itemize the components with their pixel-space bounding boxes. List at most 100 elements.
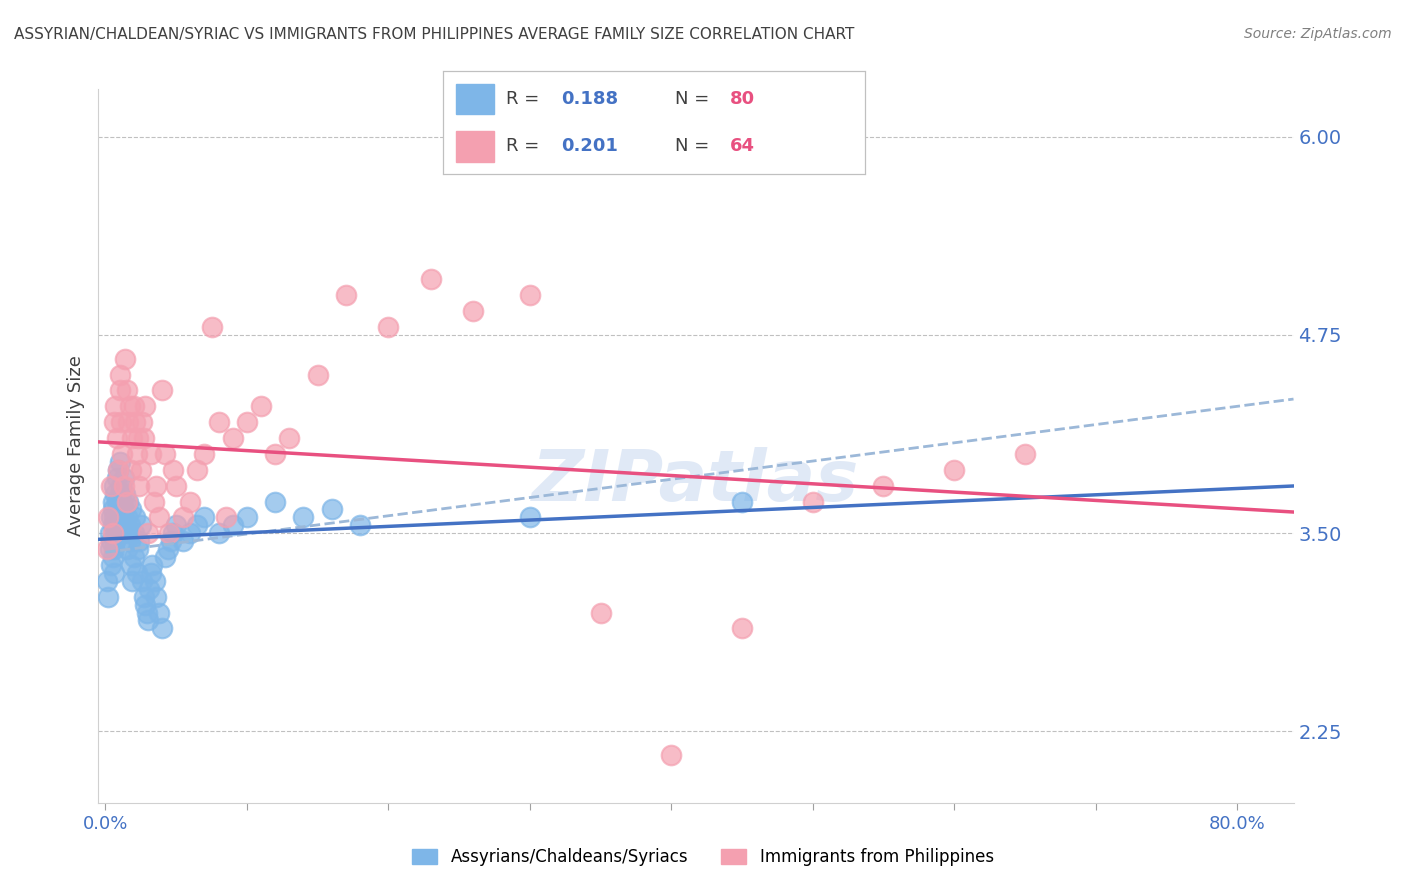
Point bbox=[108, 486, 131, 500]
Point bbox=[139, 447, 162, 461]
Point bbox=[186, 463, 208, 477]
Text: 0.188: 0.188 bbox=[561, 90, 619, 108]
Point bbox=[124, 510, 146, 524]
Point bbox=[157, 526, 180, 541]
Point bbox=[118, 534, 141, 549]
Point bbox=[162, 463, 184, 477]
Point bbox=[124, 415, 146, 429]
Point bbox=[103, 478, 125, 492]
Point bbox=[104, 400, 127, 414]
Point bbox=[108, 368, 131, 382]
Text: 64: 64 bbox=[730, 137, 755, 155]
Point bbox=[264, 447, 287, 461]
Text: 0.201: 0.201 bbox=[561, 137, 617, 155]
Point bbox=[172, 510, 194, 524]
Point bbox=[141, 558, 163, 572]
Point bbox=[127, 431, 149, 445]
Point bbox=[165, 478, 187, 492]
Point bbox=[292, 510, 315, 524]
Point bbox=[215, 510, 238, 524]
Point bbox=[97, 510, 120, 524]
Point bbox=[278, 431, 301, 445]
Point bbox=[129, 518, 152, 533]
Point bbox=[115, 510, 138, 524]
Point bbox=[101, 494, 124, 508]
Point bbox=[179, 526, 201, 541]
Point bbox=[98, 526, 121, 541]
Point bbox=[111, 447, 134, 461]
Point bbox=[131, 574, 153, 588]
Text: Source: ZipAtlas.com: Source: ZipAtlas.com bbox=[1244, 27, 1392, 41]
Point bbox=[115, 542, 138, 557]
Point bbox=[193, 447, 215, 461]
FancyBboxPatch shape bbox=[456, 131, 494, 161]
Point bbox=[110, 415, 132, 429]
Point bbox=[153, 549, 176, 564]
Text: R =: R = bbox=[506, 137, 546, 155]
Point bbox=[108, 455, 131, 469]
Point bbox=[122, 526, 145, 541]
Point bbox=[100, 558, 122, 572]
Text: N =: N = bbox=[675, 90, 714, 108]
Point bbox=[150, 384, 173, 398]
Point bbox=[131, 415, 153, 429]
Point bbox=[100, 478, 122, 492]
Text: ZIPatlas: ZIPatlas bbox=[533, 447, 859, 516]
Point bbox=[128, 478, 150, 492]
Point bbox=[1014, 447, 1036, 461]
Point bbox=[105, 494, 128, 508]
Text: 80: 80 bbox=[730, 90, 755, 108]
Legend: Assyrians/Chaldeans/Syriacs, Immigrants from Philippines: Assyrians/Chaldeans/Syriacs, Immigrants … bbox=[404, 840, 1002, 875]
Point bbox=[114, 518, 136, 533]
Point bbox=[110, 478, 132, 492]
Point bbox=[125, 447, 148, 461]
Point bbox=[100, 510, 122, 524]
Point bbox=[150, 621, 173, 635]
Point bbox=[156, 542, 179, 557]
Point bbox=[103, 510, 125, 524]
Point bbox=[134, 400, 156, 414]
Point bbox=[136, 526, 159, 541]
Point bbox=[519, 510, 541, 524]
Point bbox=[104, 518, 127, 533]
Point bbox=[172, 534, 194, 549]
Point bbox=[107, 463, 129, 477]
Point bbox=[108, 518, 131, 533]
Point bbox=[101, 502, 124, 516]
Point bbox=[105, 431, 128, 445]
Point bbox=[222, 431, 245, 445]
Point bbox=[112, 478, 135, 492]
Point bbox=[100, 534, 122, 549]
Point bbox=[377, 320, 399, 334]
Point bbox=[145, 478, 167, 492]
Point bbox=[463, 304, 485, 318]
Point bbox=[118, 518, 141, 533]
Point bbox=[236, 510, 259, 524]
Point bbox=[321, 502, 343, 516]
Point bbox=[103, 542, 125, 557]
Point bbox=[111, 494, 134, 508]
Point bbox=[105, 471, 128, 485]
Point bbox=[120, 558, 142, 572]
Point bbox=[114, 486, 136, 500]
Point bbox=[105, 526, 128, 541]
Point bbox=[118, 400, 141, 414]
Point bbox=[222, 518, 245, 533]
FancyBboxPatch shape bbox=[456, 84, 494, 114]
Point bbox=[111, 526, 134, 541]
Point bbox=[589, 606, 612, 620]
Point bbox=[110, 510, 132, 524]
Point bbox=[179, 494, 201, 508]
Point bbox=[114, 351, 136, 366]
Point bbox=[101, 526, 124, 541]
Point bbox=[120, 502, 142, 516]
Point bbox=[104, 534, 127, 549]
Point bbox=[165, 518, 187, 533]
Point bbox=[139, 566, 162, 580]
Point bbox=[103, 415, 125, 429]
Point bbox=[659, 748, 682, 763]
Point bbox=[127, 542, 149, 557]
Point bbox=[132, 431, 155, 445]
Point bbox=[419, 272, 441, 286]
Text: R =: R = bbox=[506, 90, 546, 108]
